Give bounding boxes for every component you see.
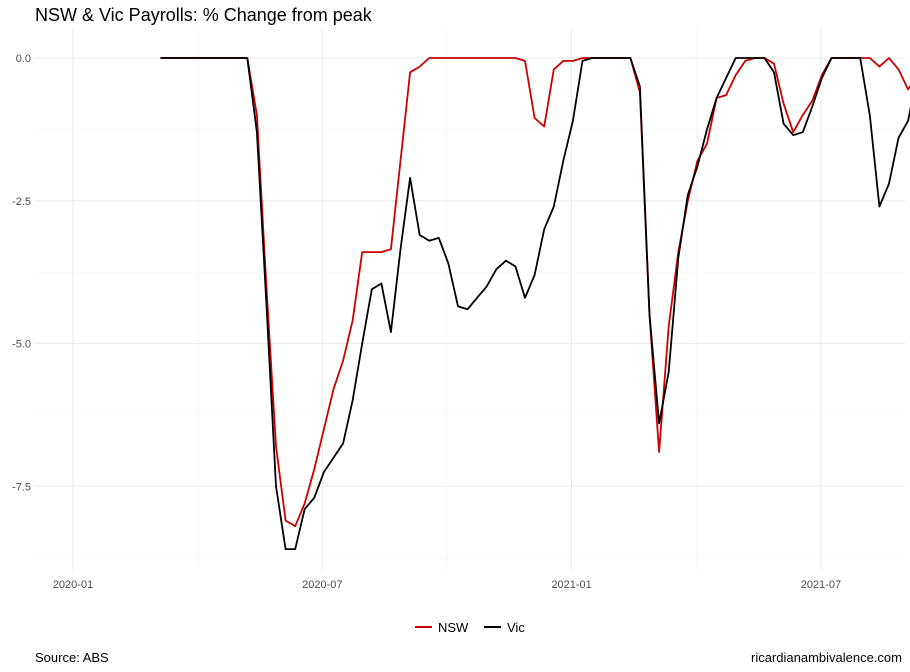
chart-title: NSW & Vic Payrolls: % Change from peak <box>35 5 372 25</box>
x-tick-label: 2021-01 <box>551 579 591 591</box>
x-tick-label: 2021-07 <box>801 579 841 591</box>
source-note: Source: ABS <box>35 650 109 665</box>
y-tick-label: -2.5 <box>12 196 31 208</box>
series-line-vic <box>160 57 910 550</box>
legend: NSW Vic <box>415 620 525 635</box>
y-tick-label: 0.0 <box>16 53 31 65</box>
series-lines <box>160 57 910 550</box>
legend-label-nsw: NSW <box>438 620 469 635</box>
gridlines <box>35 28 905 570</box>
series-line-nsw <box>160 57 910 528</box>
y-axis-ticks: 0.0 -2.5 -5.0 -7.5 <box>12 53 31 493</box>
legend-label-vic: Vic <box>507 620 525 635</box>
y-tick-label: -5.0 <box>12 339 31 351</box>
x-tick-label: 2020-07 <box>302 579 342 591</box>
x-tick-label: 2020-01 <box>53 579 93 591</box>
y-tick-label: -7.5 <box>12 481 31 493</box>
site-credit: ricardianambivalence.com <box>750 650 902 665</box>
x-axis-ticks: 2020-01 2020-07 2021-01 2021-07 <box>53 579 841 591</box>
